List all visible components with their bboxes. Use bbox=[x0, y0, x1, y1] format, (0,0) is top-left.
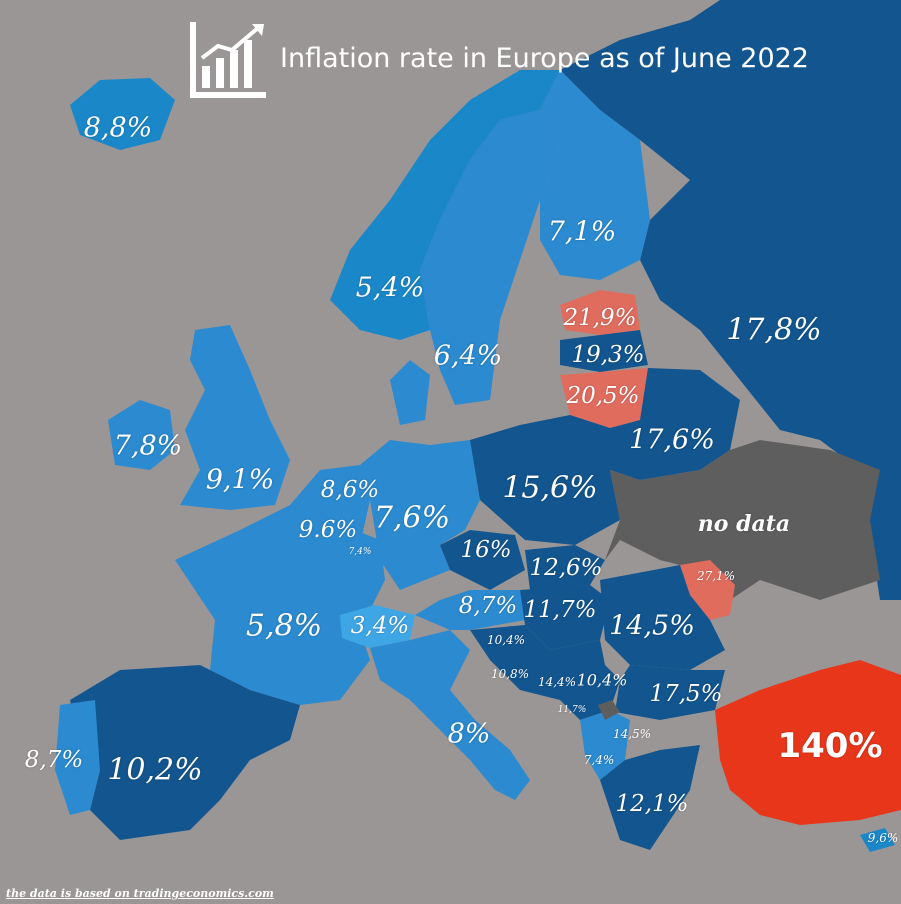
iceland-region bbox=[70, 78, 175, 150]
hungary-region bbox=[520, 585, 610, 650]
label-lithuania: 20,5% bbox=[566, 383, 640, 409]
label-iceland: 8,8% bbox=[83, 112, 153, 144]
label-austria: 8,7% bbox=[458, 593, 518, 619]
sweden-region bbox=[420, 110, 560, 405]
uk-region bbox=[180, 325, 290, 510]
poland-region bbox=[470, 415, 620, 545]
label-serbia: 10,4% bbox=[576, 670, 628, 690]
label-finland: 7,1% bbox=[547, 216, 617, 248]
label-turkey: 140% bbox=[777, 726, 883, 766]
label-poland: 15,6% bbox=[502, 470, 598, 506]
label-czechia: 16% bbox=[460, 537, 512, 563]
label-albania: 7,4% bbox=[583, 753, 615, 767]
slovakia-region bbox=[525, 545, 605, 590]
kola-peninsula bbox=[620, 60, 760, 110]
switzerland-region bbox=[340, 605, 415, 648]
ireland-region bbox=[108, 400, 175, 470]
greece-region bbox=[600, 745, 700, 850]
label-croatia: 10,8% bbox=[490, 667, 530, 681]
label-moldova: 27,1% bbox=[696, 569, 736, 583]
denmark-region bbox=[390, 360, 430, 425]
kosovo-region bbox=[598, 700, 620, 720]
cyprus-region bbox=[860, 828, 895, 852]
label-ukraine: no data bbox=[697, 511, 791, 537]
ukraine-region bbox=[605, 440, 880, 600]
france-region bbox=[175, 505, 385, 705]
benelux-region bbox=[290, 465, 370, 545]
label-france: 5,8% bbox=[245, 608, 323, 644]
label-bosnia: 14,4% bbox=[537, 675, 577, 689]
label-spain: 10,2% bbox=[107, 752, 203, 788]
germany-region bbox=[360, 440, 480, 590]
label-luxembourg: 7,4% bbox=[348, 547, 372, 557]
turkey-region bbox=[715, 660, 901, 825]
lithuania-region bbox=[560, 368, 648, 428]
moldova-region bbox=[680, 560, 735, 620]
line-chart-icon bbox=[190, 22, 266, 98]
label-sweden: 6,4% bbox=[433, 340, 503, 372]
label-slovenia: 10,4% bbox=[486, 633, 526, 647]
czechia-region bbox=[440, 530, 525, 590]
label-greece: 12,1% bbox=[615, 791, 689, 817]
label-montenegro: 11,7% bbox=[557, 705, 587, 715]
label-netherlands: 8,6% bbox=[320, 477, 380, 503]
balkans-region bbox=[470, 625, 620, 720]
label-latvia: 19,3% bbox=[571, 342, 645, 368]
label-switzerland: 3,4% bbox=[350, 613, 410, 639]
label-slovakia: 12,6% bbox=[529, 555, 603, 581]
label-germany: 7,6% bbox=[373, 500, 451, 536]
estonia-region bbox=[560, 290, 640, 335]
austria-region bbox=[415, 590, 525, 630]
label-north-macedonia: 14,5% bbox=[612, 727, 652, 741]
source-footer: the data is based on tradingeconomics.co… bbox=[6, 887, 274, 900]
label-cyprus: 9,6% bbox=[867, 831, 899, 845]
russia-region bbox=[560, 0, 901, 600]
label-italy: 8% bbox=[447, 718, 491, 750]
label-ireland: 7,8% bbox=[113, 430, 183, 462]
label-norway: 5,4% bbox=[355, 272, 425, 304]
label-belarus: 17,6% bbox=[629, 424, 715, 456]
albania-region bbox=[580, 710, 630, 780]
finland-region bbox=[540, 70, 650, 280]
label-estonia: 21,9% bbox=[563, 305, 637, 331]
bulgaria-region bbox=[615, 665, 725, 720]
label-bulgaria: 17,5% bbox=[649, 681, 723, 707]
norway-region bbox=[330, 70, 560, 340]
belarus-region bbox=[610, 368, 740, 480]
italy-region bbox=[370, 630, 530, 800]
latvia-region bbox=[560, 330, 648, 372]
label-romania: 14,5% bbox=[609, 610, 695, 642]
label-belgium: 9.6% bbox=[298, 517, 358, 543]
romania-region bbox=[600, 565, 725, 670]
label-russia: 17,8% bbox=[726, 312, 822, 348]
map-title: Inflation rate in Europe as of June 2022 bbox=[280, 43, 809, 74]
label-portugal: 8,7% bbox=[24, 747, 84, 773]
portugal-region bbox=[55, 700, 100, 815]
label-hungary: 11,7% bbox=[523, 597, 597, 623]
spain-region bbox=[70, 665, 300, 840]
label-uk: 9,1% bbox=[205, 464, 275, 496]
